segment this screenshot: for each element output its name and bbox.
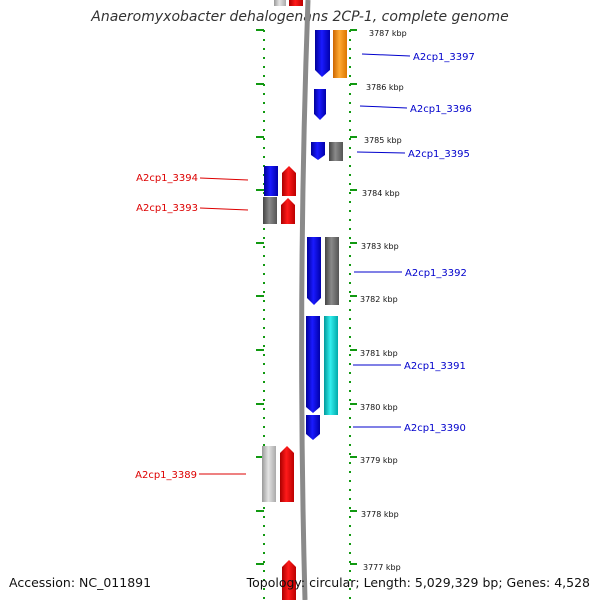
leader-line [199, 177, 249, 181]
kbp-label: 3784 kbp [362, 189, 400, 198]
kbp-label: 3787 kbp [369, 29, 407, 38]
gene-label-a2cp1-3394[interactable]: A2cp1_3394 [136, 173, 198, 184]
gene-arrow-a2cp1-3395[interactable] [311, 142, 325, 160]
kbp-label: 3785 kbp [364, 136, 402, 145]
gene-label-a2cp1-3389[interactable]: A2cp1_3389 [135, 470, 197, 481]
gene-feature-light-3389[interactable] [262, 446, 276, 502]
gene-label-a2cp1-3395[interactable]: A2cp1_3395 [408, 149, 470, 160]
leader-line [359, 105, 408, 109]
kbp-label: 3777 kbp [363, 563, 401, 572]
kbp-label: 3783 kbp [361, 242, 399, 251]
gene-label-a2cp1-3396[interactable]: A2cp1_3396 [410, 104, 472, 115]
leader-line [361, 53, 411, 57]
kbp-label: 3782 kbp [360, 295, 398, 304]
gene-feature-cyan[interactable] [324, 316, 338, 415]
gene-arrow-a2cp1-3392[interactable] [307, 237, 321, 305]
gene-label-a2cp1-3390[interactable]: A2cp1_3390 [404, 423, 466, 434]
gene-feature-a2cp1-3393[interactable] [263, 197, 277, 224]
kbp-label: 3779 kbp [360, 456, 398, 465]
gene-arrow-a2cp1-3389[interactable] [280, 446, 294, 502]
leader-line [356, 151, 406, 154]
gene-label-a2cp1-3397[interactable]: A2cp1_3397 [413, 52, 475, 63]
gene-label-a2cp1-3393[interactable]: A2cp1_3393 [136, 203, 198, 214]
kbp-label: 3778 kbp [361, 510, 399, 519]
backbone-arc [299, 0, 311, 600]
gene-feature-a2cp1-3394[interactable] [264, 166, 278, 196]
gene-arrow-a2cp1-3396[interactable] [314, 89, 326, 120]
gene-feature-grey[interactable] [325, 237, 339, 305]
gene-arrow-a2cp1-3390[interactable] [306, 415, 320, 440]
accession-text: Accession: NC_011891 [9, 575, 152, 590]
gene-feature-grey[interactable] [329, 142, 343, 161]
gene-arrow-bottom-red[interactable] [282, 560, 296, 600]
gene-label-a2cp1-3391[interactable]: A2cp1_3391 [404, 361, 466, 372]
kbp-label: 3781 kbp [360, 349, 398, 358]
kbp-ticks [256, 29, 357, 565]
kbp-label: 3780 kbp [360, 403, 398, 412]
gene-arrow-a2cp1-3391[interactable] [306, 316, 320, 413]
gene-feature-orange[interactable] [333, 30, 347, 78]
gene-arrow-a2cp1-3394-red[interactable] [282, 166, 296, 196]
kbp-label: 3786 kbp [366, 83, 404, 92]
gene-feature-red[interactable] [289, 0, 303, 6]
leader-line [199, 207, 249, 211]
gene-label-a2cp1-3392[interactable]: A2cp1_3392 [405, 268, 467, 279]
gene-arrow-a2cp1-3397[interactable] [315, 30, 330, 77]
map-title: Anaeromyxobacter dehalogenans 2CP-1, com… [91, 9, 509, 25]
gene-feature-light[interactable] [274, 0, 286, 6]
gene-arrow-a2cp1-3393-red[interactable] [281, 198, 295, 224]
topology-text: Topology: circular; Length: 5,029,329 bp… [246, 575, 590, 590]
